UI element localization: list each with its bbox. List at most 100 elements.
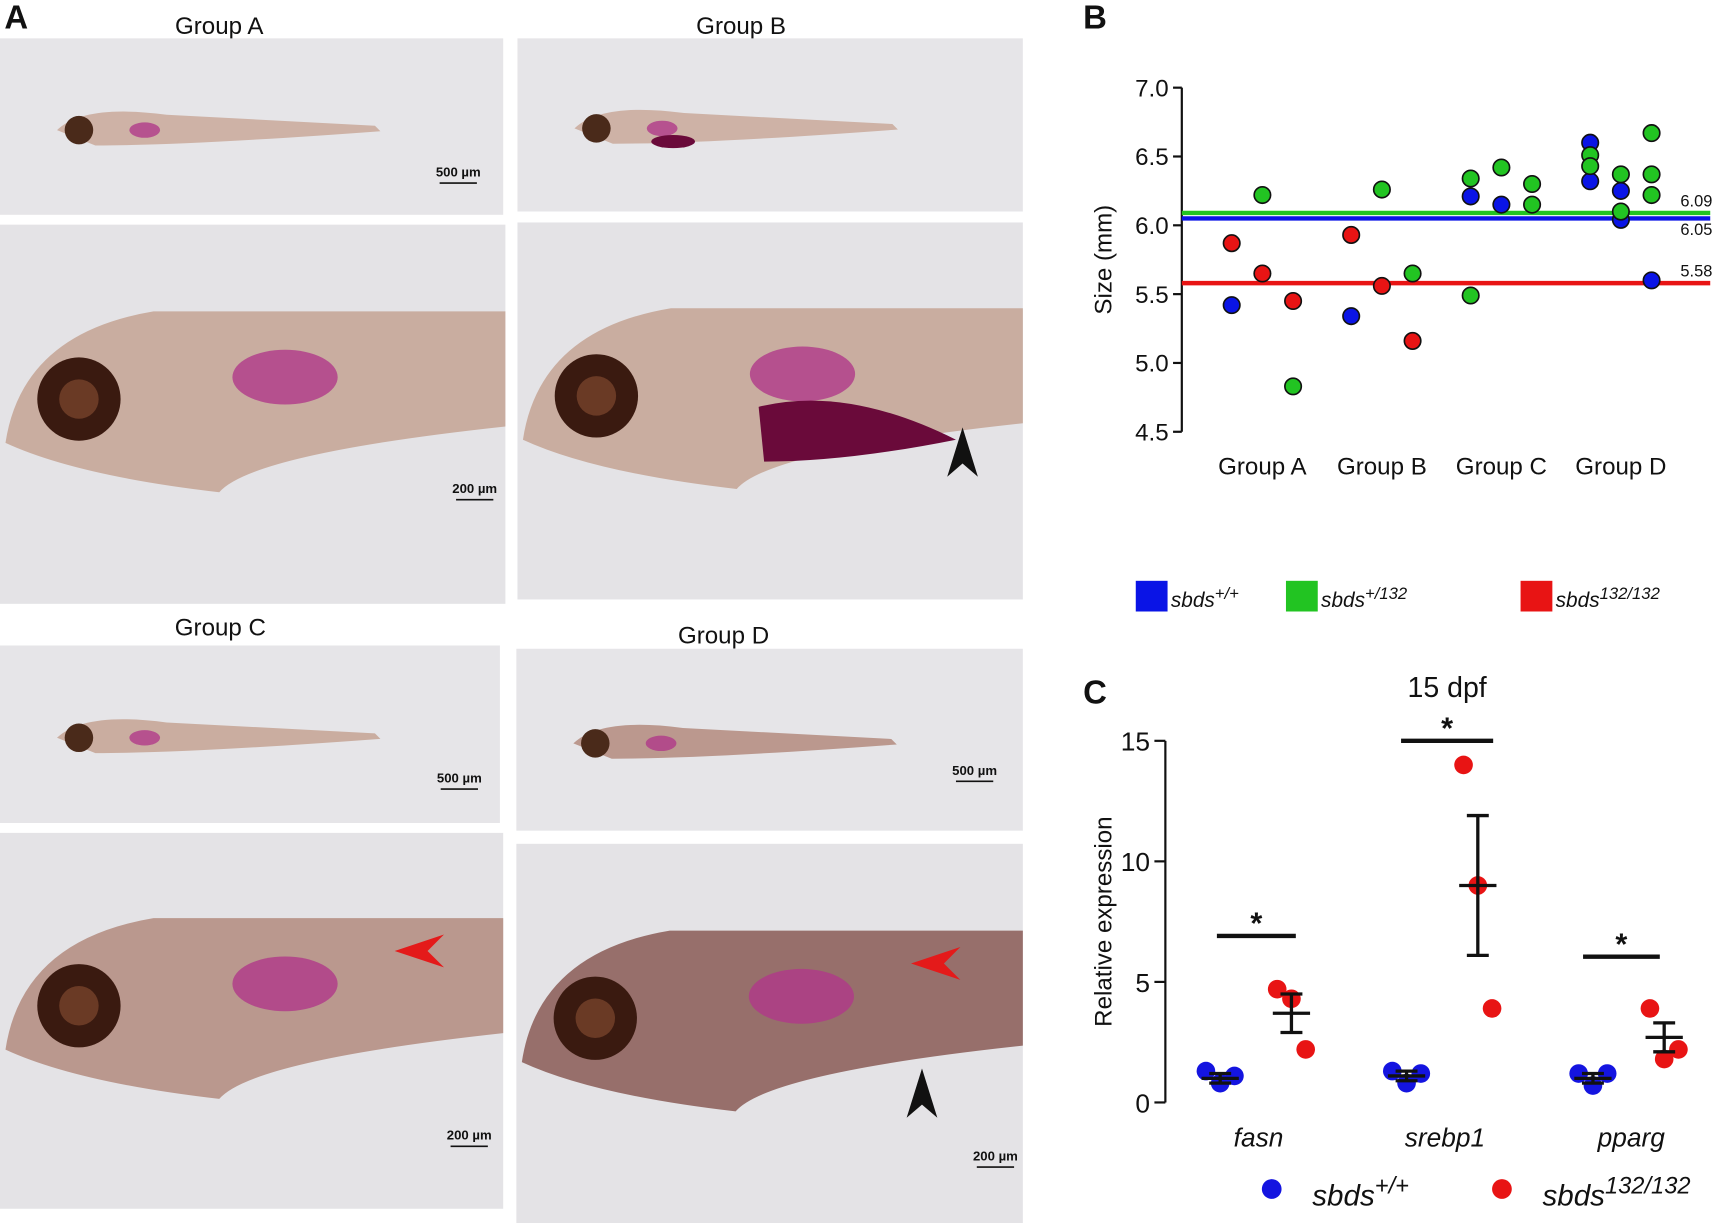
y-tick-label: 5.5 xyxy=(1135,282,1169,309)
y-tick-label: 4.5 xyxy=(1135,420,1169,447)
larva xyxy=(574,109,898,144)
point xyxy=(1611,181,1630,200)
y-tick-label: 5 xyxy=(1135,968,1150,998)
point xyxy=(1611,165,1630,184)
point xyxy=(1642,124,1661,143)
point xyxy=(1581,172,1600,191)
point xyxy=(1669,1040,1688,1059)
eye xyxy=(582,114,611,143)
organ xyxy=(645,735,677,752)
pupil xyxy=(59,379,99,419)
legend-name: sbds xyxy=(1556,589,1600,612)
legend-superscript: +/+ xyxy=(1215,584,1239,603)
point xyxy=(1523,195,1542,214)
organ xyxy=(749,346,856,402)
point xyxy=(1284,291,1303,311)
larva xyxy=(57,719,381,754)
panel-label: B xyxy=(1083,0,1107,35)
arrowhead xyxy=(911,947,961,980)
scale-bar-label: 200 µm xyxy=(973,1149,1018,1164)
legend-name: sbds xyxy=(1312,1179,1375,1212)
significance-label: * xyxy=(1615,927,1627,962)
stain xyxy=(758,400,956,462)
arrowhead xyxy=(394,934,445,968)
y-tick-label: 6.0 xyxy=(1135,213,1169,240)
legend-label: sbds+/+ xyxy=(1171,584,1239,612)
point xyxy=(1523,174,1542,194)
legend-label: sbds132/132 xyxy=(1556,584,1661,612)
point xyxy=(1284,377,1303,396)
x-tick-label: srebp1 xyxy=(1405,1122,1485,1152)
point xyxy=(1611,202,1630,221)
legend-marker xyxy=(1261,1179,1282,1199)
x-tick-label: fasn xyxy=(1234,1122,1284,1152)
pupil xyxy=(59,986,99,1026)
mean-label: 6.05 xyxy=(1680,221,1712,239)
scale-bar-label: 200 µm xyxy=(447,1128,492,1143)
scale-bar-label: 500 µm xyxy=(952,763,997,778)
larva xyxy=(573,724,897,759)
y-axis-label: Size (mm) xyxy=(1091,205,1118,315)
legend-label: sbds+/132 xyxy=(1321,584,1408,612)
y-tick-label: 5.0 xyxy=(1135,351,1169,378)
point xyxy=(1372,180,1391,199)
scale-bar-label: 500 µm xyxy=(436,164,481,179)
eye xyxy=(64,115,94,145)
legend-swatch xyxy=(1135,580,1168,612)
x-tick-label: Group D xyxy=(1575,454,1666,481)
point xyxy=(1196,1061,1216,1081)
point xyxy=(1492,158,1511,177)
point xyxy=(1403,264,1422,283)
legend-superscript: +/+ xyxy=(1375,1174,1409,1200)
point xyxy=(1461,286,1480,305)
point xyxy=(1411,1064,1431,1083)
point xyxy=(1461,187,1480,206)
point xyxy=(1253,185,1272,205)
mean-label: 5.58 xyxy=(1680,263,1712,281)
point xyxy=(1581,157,1600,176)
point xyxy=(1342,307,1361,326)
chart-title: 15 dpf xyxy=(1408,672,1487,704)
arrowhead xyxy=(947,427,978,477)
scale-bar-label: 200 µm xyxy=(452,481,497,496)
panel-label: A xyxy=(4,0,28,35)
legend-name: sbds xyxy=(1542,1179,1605,1212)
point xyxy=(1372,276,1391,295)
x-tick-label: pparg xyxy=(1597,1122,1666,1152)
larva xyxy=(57,111,381,146)
legend-name: sbds xyxy=(1171,589,1215,612)
y-tick-label: 0 xyxy=(1135,1088,1150,1118)
photo-title: Group C xyxy=(175,615,266,642)
photo-title: Group A xyxy=(175,13,264,40)
y-axis-label: Relative expression xyxy=(1091,816,1118,1026)
x-tick-label: Group A xyxy=(1218,454,1307,481)
legend-label: sbds+/+ xyxy=(1312,1174,1409,1213)
point xyxy=(1296,1040,1316,1059)
point xyxy=(1583,1076,1603,1095)
organ xyxy=(232,349,338,405)
point xyxy=(1342,225,1361,244)
legend-name: sbds xyxy=(1321,589,1365,612)
pupil xyxy=(575,998,616,1038)
y-tick-label: 6.5 xyxy=(1135,144,1169,171)
larva xyxy=(521,930,1023,1112)
point xyxy=(1461,169,1480,188)
point xyxy=(1492,195,1511,214)
stain xyxy=(651,134,696,149)
significance-label: * xyxy=(1250,906,1262,941)
organ xyxy=(129,122,161,138)
organ xyxy=(232,956,338,1012)
point xyxy=(1403,331,1422,350)
point xyxy=(1454,755,1473,775)
y-tick-label: 15 xyxy=(1121,727,1150,757)
organ xyxy=(129,730,161,746)
point xyxy=(1482,999,1502,1018)
mean-label: 6.09 xyxy=(1680,192,1712,210)
organ xyxy=(748,968,855,1024)
y-tick-label: 10 xyxy=(1121,847,1150,877)
organ xyxy=(646,120,678,137)
larva xyxy=(5,311,506,493)
point xyxy=(1654,1049,1674,1069)
eye xyxy=(64,723,94,753)
